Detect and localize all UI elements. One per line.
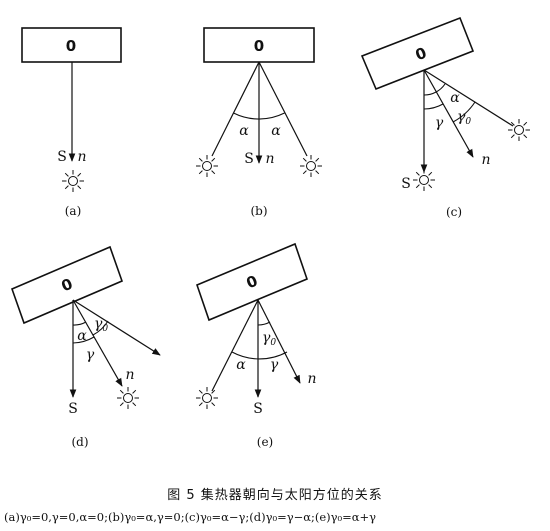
- panel-label: (a): [65, 204, 82, 218]
- panel-e: 0 α γ0 γ n S (e): [195, 242, 317, 449]
- panel-label: (e): [257, 435, 273, 449]
- sun-ray-right: [258, 61, 308, 157]
- angle-arc: [423, 103, 444, 110]
- south-label: S: [244, 151, 254, 167]
- angle-arc: [72, 321, 87, 326]
- alpha-label: α: [271, 123, 281, 139]
- alpha-label: α: [236, 357, 246, 373]
- panel-label: (b): [250, 204, 267, 218]
- angle-arc: [452, 101, 476, 123]
- collector-box: [196, 242, 308, 322]
- angle-arc: [257, 321, 271, 326]
- panel-b: 0 α α S n (b): [195, 27, 323, 218]
- collector-label: 0: [254, 37, 264, 55]
- normal-label: n: [125, 367, 134, 383]
- gamma-label: γ: [86, 347, 95, 363]
- south-label: S: [68, 401, 78, 417]
- normal-arrow: [257, 299, 301, 384]
- panel-a: 0 S n (a): [21, 27, 122, 218]
- panel-d: 0 α γ0 γ n S (d): [10, 245, 161, 449]
- alpha-label: α: [450, 90, 460, 106]
- sun-icon: [412, 168, 436, 192]
- sun-icon: [116, 386, 140, 410]
- sun-icon: [195, 154, 219, 178]
- sun-ray-left: [211, 61, 260, 157]
- sun-icon: [299, 154, 323, 178]
- alpha-label: α: [77, 328, 87, 344]
- sun-ray: [72, 299, 123, 387]
- gamma-label: γ: [435, 115, 444, 131]
- collector-box: [21, 27, 122, 63]
- normal-label: n: [481, 152, 490, 168]
- sun-ray: [211, 299, 259, 392]
- sun-icon: [195, 386, 219, 410]
- angle-arc: [72, 336, 95, 344]
- south-label: S: [57, 149, 67, 165]
- angle-arc: [92, 320, 109, 336]
- gamma0-label: γ0: [94, 316, 108, 334]
- alpha-label: α: [239, 123, 249, 139]
- angle-arc: [423, 83, 446, 96]
- normal-label: n: [265, 151, 274, 167]
- sun-icon: [61, 169, 85, 193]
- gamma0-label: γ0: [457, 109, 471, 127]
- angle-arc: [233, 112, 285, 120]
- figure-caption-formula: (a)γ₀=0,γ=0,α=0;(b)γ₀=α,γ=0;(c)γ₀=α−γ;(d…: [4, 510, 377, 524]
- normal-arrow: [423, 69, 474, 158]
- figure-caption-title: 图 5 集热器朝向与太阳方位的关系: [167, 488, 383, 503]
- gamma-label: γ: [270, 357, 279, 373]
- panel-label: (c): [446, 205, 462, 219]
- south-label: S: [401, 176, 411, 192]
- collector-box: [203, 27, 315, 63]
- south-label: S: [253, 401, 263, 417]
- panel-c: 0 α γ γ0 n S (c): [360, 16, 531, 219]
- normal-label: n: [77, 149, 86, 165]
- angle-arc: [231, 351, 288, 360]
- normal-arrow: [72, 299, 161, 356]
- sun-icon: [507, 118, 531, 142]
- sun-ray: [423, 69, 514, 127]
- gamma0-label: γ0: [262, 330, 276, 348]
- collector-box: [360, 16, 475, 91]
- normal-label: n: [307, 371, 316, 387]
- collector-box: [10, 245, 124, 325]
- collector-label: 0: [66, 37, 76, 55]
- panel-label: (d): [71, 435, 88, 449]
